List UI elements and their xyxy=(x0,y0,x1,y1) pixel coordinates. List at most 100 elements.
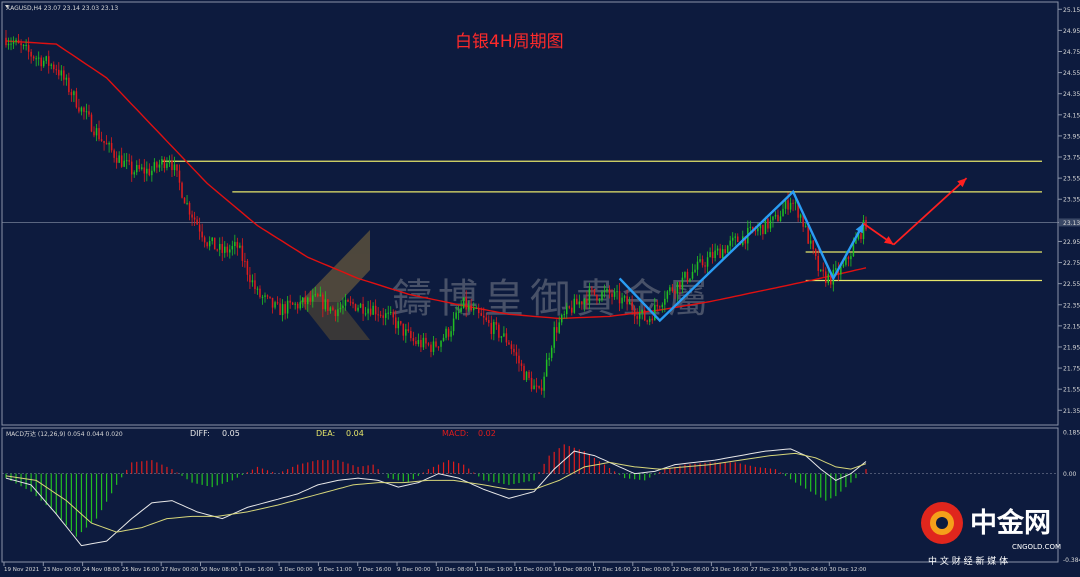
candle-body xyxy=(90,114,93,132)
candle-body xyxy=(447,328,450,337)
candle-body xyxy=(327,299,329,311)
candle-body xyxy=(691,271,694,279)
candle-body xyxy=(835,268,837,270)
candle-body xyxy=(40,57,42,67)
price-tick-label: 23.95 xyxy=(1063,133,1080,140)
candle-body xyxy=(80,107,83,112)
current-price-label: 23.13 xyxy=(1063,220,1080,227)
candle-body xyxy=(566,306,568,315)
candle-body xyxy=(17,39,20,44)
candle-body xyxy=(357,307,359,311)
candle-body xyxy=(465,297,467,310)
candle-body xyxy=(68,77,70,93)
candle-body xyxy=(618,291,621,304)
candle-body xyxy=(616,291,618,293)
logo-core xyxy=(936,517,948,529)
candle-body xyxy=(659,306,661,308)
price-tick-label: 25.15 xyxy=(1063,7,1080,14)
time-axis: 19 Nov 2021 23 Nov 00:00 24 Nov 08:00 25 No… xyxy=(3,562,867,573)
candle-body xyxy=(588,288,591,304)
candle-body xyxy=(410,331,412,339)
candle-body xyxy=(799,214,802,218)
candle-body xyxy=(103,140,105,143)
candle-body xyxy=(226,246,229,253)
candle-body xyxy=(767,218,769,229)
candle-body xyxy=(651,318,654,321)
candle-body xyxy=(377,314,379,316)
logo-name: 中金网 xyxy=(970,507,1051,539)
candle-body xyxy=(694,269,696,272)
candle-body xyxy=(430,344,432,352)
candle-body xyxy=(161,159,163,165)
candle-body xyxy=(513,348,515,353)
cngold-logo: 中金网 CNGOLD.COM 中 文 财 经 新 媒 体 xyxy=(921,502,1061,567)
candle-body xyxy=(845,256,847,265)
watermark-logo-shape-lower xyxy=(300,302,370,340)
candle-body xyxy=(555,327,558,333)
candle-body xyxy=(296,303,299,309)
candle-body xyxy=(384,313,387,318)
candle-body xyxy=(256,288,259,290)
candle-body xyxy=(550,347,553,358)
candle-body xyxy=(518,355,520,364)
candle-body xyxy=(648,318,651,322)
candle-body xyxy=(515,352,518,356)
candle-body xyxy=(254,280,256,290)
candle-body xyxy=(641,309,643,314)
price-tick-label: 24.95 xyxy=(1063,28,1080,35)
macd-label: MACD万达 (12,26,9) 0.054 0.044 0.020 xyxy=(6,430,123,438)
candle-body xyxy=(508,342,510,345)
candle-body xyxy=(218,243,221,250)
time-tick-label: 21 Dec 00:00 xyxy=(633,567,670,573)
candle-body xyxy=(229,249,231,253)
price-panel-frame xyxy=(1,1,1059,426)
candle-body xyxy=(246,261,249,275)
candle-body xyxy=(656,304,659,307)
candle-body xyxy=(412,338,415,342)
candle-body xyxy=(719,248,721,259)
macd-tick-label: 0.185 xyxy=(1063,430,1080,437)
time-tick-label: 29 Dec 04:00 xyxy=(790,567,827,573)
candle-body xyxy=(151,170,153,176)
candle-body xyxy=(73,91,75,96)
candle-body xyxy=(281,304,284,316)
price-tick-label: 21.95 xyxy=(1063,344,1080,351)
candle-body xyxy=(470,305,472,311)
candle-body xyxy=(842,264,845,267)
candle-body xyxy=(349,301,352,303)
candle-body xyxy=(45,56,47,61)
candle-body xyxy=(784,200,787,209)
candle-body xyxy=(586,299,588,304)
candle-body xyxy=(25,45,27,47)
candle-body xyxy=(88,111,90,115)
price-tick-label: 21.55 xyxy=(1063,387,1080,394)
candle-body xyxy=(601,291,603,300)
time-tick-label: 25 Nov 16:00 xyxy=(122,567,160,573)
price-tick-label: 22.55 xyxy=(1063,281,1080,288)
candle-body xyxy=(825,271,827,284)
candle-body xyxy=(493,321,495,334)
candle-body xyxy=(654,304,656,321)
candle-body xyxy=(395,317,397,329)
candle-body xyxy=(664,298,666,305)
candle-body xyxy=(387,312,389,314)
candle-body xyxy=(488,320,490,323)
pattern-lines xyxy=(618,189,865,323)
candle-body xyxy=(211,237,213,242)
candle-body xyxy=(613,291,616,297)
candle-body xyxy=(623,296,626,298)
candle-body xyxy=(201,231,203,238)
candle-body xyxy=(269,296,271,298)
candle-body xyxy=(128,160,130,162)
candle-body xyxy=(676,282,679,294)
candle-body xyxy=(435,341,437,347)
price-tick-label: 22.75 xyxy=(1063,260,1080,267)
candle-body xyxy=(621,297,623,304)
candle-body xyxy=(362,303,364,314)
candle-body xyxy=(10,43,12,45)
candle-body xyxy=(535,385,538,387)
support-resistance-levels xyxy=(161,160,1042,282)
time-tick-label: 27 Dec 23:00 xyxy=(751,567,788,573)
candle-body xyxy=(178,170,181,183)
